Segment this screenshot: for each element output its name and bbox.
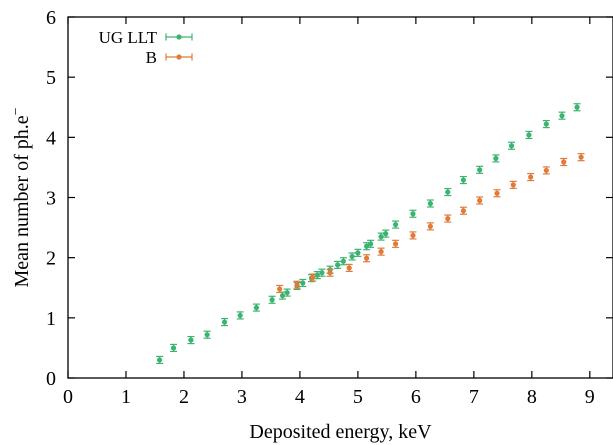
x-tick-label: 2 (179, 386, 189, 408)
data-point (319, 270, 325, 276)
x-tick-label: 7 (469, 386, 479, 408)
data-point (445, 215, 451, 222)
x-tick-label: 4 (295, 386, 305, 408)
y-axis-label-text: Mean number of ph.e (11, 115, 33, 287)
data-point (543, 167, 549, 174)
legend-label: UG LLT (99, 28, 158, 47)
data-point (253, 305, 260, 311)
data-point (493, 155, 499, 161)
y-tick-label: 1 (46, 308, 56, 330)
data-point (310, 274, 316, 281)
plot-frame (67, 16, 613, 379)
data-point (477, 197, 483, 204)
data-point (277, 286, 283, 292)
data-point (363, 255, 370, 261)
data-point (170, 345, 177, 351)
data-point (294, 282, 300, 288)
y-tick-label: 3 (46, 188, 56, 210)
data-point (157, 357, 163, 363)
x-tick-label: 9 (585, 386, 595, 408)
legend-marker (176, 54, 182, 60)
data-point (392, 221, 399, 228)
data-point (526, 132, 532, 138)
data-point (335, 262, 341, 268)
data-point (410, 211, 416, 217)
data-point (204, 332, 210, 338)
y-axis-label-superscript: − (9, 107, 24, 115)
data-point (355, 250, 361, 256)
series-1 (156, 103, 581, 365)
data-point (237, 312, 243, 319)
series-2 (276, 153, 585, 294)
y-tick-label: 2 (46, 248, 56, 270)
data-point (279, 292, 286, 299)
y-tick-label: 4 (46, 127, 56, 149)
data-point (383, 231, 389, 237)
data-point (188, 337, 194, 343)
legend-marker (176, 34, 182, 40)
y-tick-label: 5 (46, 67, 56, 89)
data-point (327, 270, 333, 276)
data-point (284, 289, 290, 296)
data-point (559, 113, 565, 119)
data-point (349, 253, 355, 260)
ticks-layer: 0 1 2 3 4 5 6 7 8 9 0 1 2 3 4 5 6 (46, 7, 613, 408)
data-point (346, 265, 352, 271)
data-point (460, 208, 467, 214)
data-point (528, 174, 534, 180)
data-point (510, 182, 516, 188)
data-point (221, 319, 228, 325)
data-point (340, 258, 346, 264)
data-point (392, 241, 399, 247)
data-point (427, 223, 433, 229)
x-tick-label: 8 (527, 386, 537, 408)
data-point (578, 154, 584, 160)
data-point (543, 121, 549, 127)
data-point (368, 241, 374, 247)
data-point (300, 280, 306, 286)
x-tick-label: 3 (237, 386, 247, 408)
data-point (477, 167, 483, 173)
data-point (574, 104, 580, 110)
data-point (508, 143, 515, 149)
data-point (460, 177, 467, 183)
x-axis-label: Deposited energy, keV (249, 421, 432, 443)
data-point (378, 234, 384, 240)
data-point (445, 189, 451, 195)
data-point (427, 200, 433, 207)
legend-label: B (146, 48, 157, 67)
data-point (494, 190, 500, 196)
data-point (378, 249, 384, 255)
y-axis-label: Mean number of ph.e− (9, 107, 33, 287)
data-point (410, 232, 416, 239)
data-point (314, 272, 320, 278)
data-point (561, 159, 567, 165)
y-tick-label: 0 (46, 368, 56, 390)
x-tick-label: 6 (411, 386, 421, 408)
x-tick-label: 1 (121, 386, 131, 408)
data-point (269, 297, 275, 303)
y-tick-label: 6 (46, 7, 56, 29)
x-tick-label: 5 (353, 386, 363, 408)
series-layer (156, 103, 585, 365)
x-tick-label: 0 (63, 386, 73, 408)
